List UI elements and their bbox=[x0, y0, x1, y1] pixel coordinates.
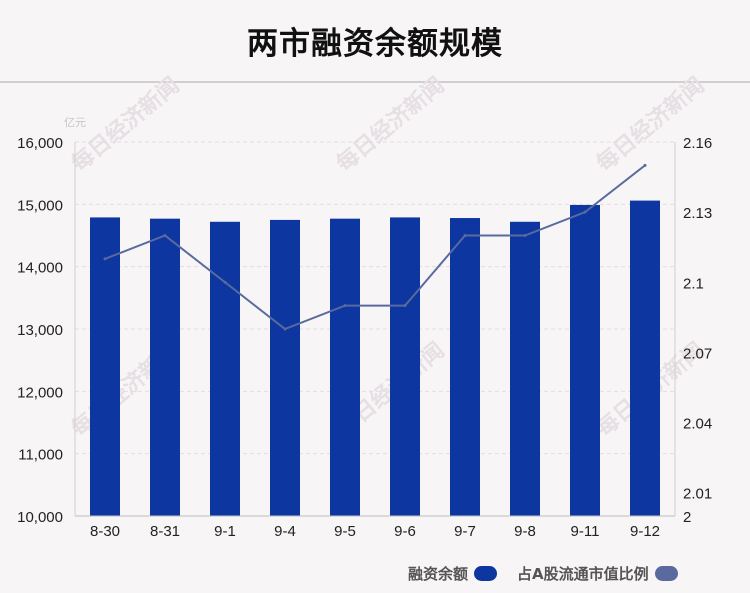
line-point-9-4 bbox=[283, 327, 287, 331]
axes: 亿元 10,000 11,000 12,000 13,000 14,000 15,000 16… bbox=[17, 116, 712, 540]
y-left-tick-label: 12,000 bbox=[17, 384, 63, 401]
y-right-tick-label: 2.1 bbox=[683, 275, 704, 292]
bar-9-12 bbox=[630, 200, 660, 517]
x-tick-label: 9-1 bbox=[214, 523, 236, 540]
line-point-9-6 bbox=[403, 304, 407, 308]
y-right-tick-label: 2.13 bbox=[683, 205, 712, 222]
bar-9-1 bbox=[210, 221, 240, 516]
y-right-tick-label: 2.04 bbox=[683, 416, 712, 433]
x-tick-label: 9-11 bbox=[571, 523, 600, 540]
legend-swatch-line bbox=[654, 566, 678, 581]
y-left-tick-label: 13,000 bbox=[17, 322, 63, 339]
y-right-tick-label: 2.07 bbox=[683, 345, 712, 362]
title-divider bbox=[0, 81, 750, 83]
legend-swatch-bar bbox=[474, 566, 498, 581]
bar-9-4 bbox=[270, 219, 300, 516]
y-axis-left-unit: 亿元 bbox=[64, 116, 86, 129]
watermark-2: 每日经济新闻 bbox=[592, 72, 710, 177]
bar-9-6 bbox=[390, 217, 420, 516]
x-tick-label: 8-30 bbox=[90, 523, 120, 540]
line-series bbox=[103, 163, 647, 331]
line-point-9-11 bbox=[583, 210, 587, 214]
y-left-tick-label: 14,000 bbox=[17, 260, 63, 277]
x-tick-label: 9-6 bbox=[394, 523, 416, 540]
legend-label-bar: 融资余额 bbox=[408, 565, 469, 583]
bar-8-30 bbox=[90, 217, 120, 516]
y-right-tick-label: 2.01 bbox=[683, 486, 712, 503]
bar-8-31 bbox=[150, 218, 180, 517]
line-point-9-12 bbox=[643, 163, 647, 167]
x-tick-label: 8-31 bbox=[150, 523, 180, 540]
legend-item-bar: 融资余额 bbox=[408, 563, 498, 584]
legend-label-line: 占A股流通市值比例 bbox=[517, 565, 649, 583]
bar-9-11 bbox=[570, 204, 600, 516]
bar-9-5 bbox=[330, 218, 360, 517]
x-tick-label: 9-7 bbox=[454, 523, 476, 540]
y-right-tick-label: 2 bbox=[683, 509, 691, 526]
y-left-tick-label: 10,000 bbox=[17, 509, 63, 526]
line-point-9-1 bbox=[223, 280, 227, 284]
bar-series bbox=[90, 200, 660, 517]
line-point-8-31 bbox=[163, 234, 167, 237]
line-point-9-7 bbox=[463, 234, 467, 237]
x-tick-label: 9-8 bbox=[514, 523, 536, 540]
y-left-tick-label: 16,000 bbox=[17, 135, 63, 152]
line-point-9-5 bbox=[343, 304, 347, 308]
legend-item-line: 占A股流通市值比例 bbox=[517, 563, 678, 584]
line-path bbox=[104, 164, 646, 331]
watermark-1: 每日经济新闻 bbox=[332, 72, 450, 177]
x-tick-label: 9-5 bbox=[334, 523, 356, 540]
line-point-9-8 bbox=[523, 234, 527, 237]
y-left-tick-label: 15,000 bbox=[17, 197, 63, 214]
bar-9-7 bbox=[450, 218, 480, 516]
y-right-tick-label: 2.16 bbox=[683, 135, 712, 152]
line-point-8-30 bbox=[103, 257, 107, 261]
x-tick-label: 9-4 bbox=[274, 523, 296, 540]
y-left-tick-label: 11,000 bbox=[18, 447, 63, 464]
bar-9-8 bbox=[510, 221, 540, 516]
x-tick-label: 9-12 bbox=[630, 523, 660, 540]
chart-title: 两市融资余额规模 bbox=[247, 26, 503, 62]
